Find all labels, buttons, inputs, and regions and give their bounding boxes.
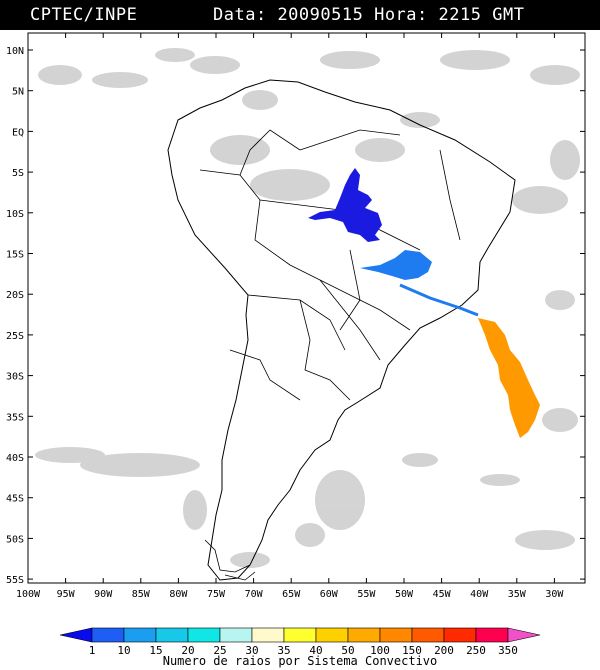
lat-label: 55S: [6, 575, 24, 586]
colorbar-swatch: [187, 627, 221, 643]
lat-label: 5N: [12, 87, 24, 98]
colorbar-swatch: [251, 627, 285, 643]
lat-label: 20S: [6, 290, 24, 301]
colorbar-value: 50: [341, 644, 354, 657]
datetime-label: Data: 20090515 Hora: 2215 GMT: [213, 5, 524, 25]
time-label: Hora:: [374, 5, 428, 25]
tierra-del-fuego: [204, 539, 256, 581]
lon-label: 30W: [545, 589, 564, 600]
colorbar-value: 30: [245, 644, 258, 657]
lat-label: 30S: [6, 372, 24, 383]
colorbar-swatch: [219, 627, 253, 643]
latitude-axis: 10N 5N EQ 5S 10S 15S 20S 25S 30S 35S 40S 45S 50S 55S: [6, 46, 585, 586]
timezone-label: GMT: [492, 5, 525, 25]
colorbar-value: 200: [434, 644, 454, 657]
colorbar-value: 20: [181, 644, 194, 657]
south-america-outline: [167, 79, 516, 581]
colorbar-swatch: [283, 627, 317, 643]
lon-label: 100W: [16, 589, 41, 600]
colorbar-caption: Numero de raios por Sistema Convectivo: [162, 654, 438, 668]
colorbar-swatch: [443, 627, 477, 643]
lat-label: 45S: [6, 494, 24, 505]
date-label: Data:: [213, 5, 267, 25]
colorbar-value: 15: [149, 644, 162, 657]
colorbar-swatch: [59, 627, 93, 643]
lightning-system-para: [308, 168, 382, 242]
cloud-cover: [35, 48, 580, 568]
lat-label: 40S: [6, 453, 24, 464]
lat-label: 50S: [6, 534, 24, 545]
colorbar-swatch: [123, 627, 157, 643]
lon-label: 60W: [320, 589, 339, 600]
colorbar-value: 25: [213, 644, 226, 657]
colorbar-value: 1: [89, 644, 96, 657]
colorbar-swatch: [411, 627, 445, 643]
colorbar-value: 40: [309, 644, 322, 657]
map-border: [27, 32, 586, 584]
country-borders: [199, 129, 461, 401]
institution-label: CPTEC/INPE: [30, 5, 138, 25]
colorbar: 1 10 15 20 25 30 35 40 50 100 150 200 250 350: [59, 627, 541, 657]
colorbar-swatch: [379, 627, 413, 643]
lon-label: 55W: [357, 589, 376, 600]
time-value: 2215: [438, 5, 482, 25]
lightning-system-south-atlantic: [478, 318, 540, 438]
lon-label: 65W: [282, 589, 301, 600]
colorbar-value: 250: [466, 644, 486, 657]
colorbar-value: 10: [117, 644, 130, 657]
lon-label: 90W: [94, 589, 113, 600]
lon-label: 95W: [57, 589, 76, 600]
colorbar-swatch: [475, 627, 509, 643]
colorbar-value: 350: [498, 644, 518, 657]
map-frame: [28, 33, 585, 583]
colorbar-swatch: [347, 627, 381, 643]
colorbar-value: 150: [402, 644, 422, 657]
lat-label: 35S: [6, 412, 24, 423]
lat-label: 25S: [6, 331, 24, 342]
lat-label: EQ: [12, 127, 24, 138]
lon-label: 85W: [132, 589, 151, 600]
longitude-axis: 100W 95W 90W 85W 80W 75W 70W 65W 60W 55W 50W 45W 40W…: [16, 33, 564, 600]
lightning-system-coast-line: [399, 283, 479, 317]
lat-label: 15S: [6, 250, 24, 261]
lightning-system-minas: [360, 250, 432, 280]
lon-label: 70W: [245, 589, 264, 600]
lon-label: 80W: [169, 589, 188, 600]
lat-label: 5S: [12, 168, 24, 179]
lon-label: 45W: [433, 589, 452, 600]
date-value: 20090515: [277, 5, 364, 25]
colorbar-swatch: [507, 627, 541, 643]
lon-label: 75W: [207, 589, 226, 600]
colorbar-swatch: [91, 627, 125, 643]
lat-label: 10N: [6, 46, 24, 57]
lon-label: 50W: [395, 589, 414, 600]
colorbar-value: 100: [370, 644, 390, 657]
colorbar-value: 35: [277, 644, 290, 657]
colorbar-swatch: [315, 627, 349, 643]
colorbar-swatch: [155, 627, 189, 643]
title-bar: CPTEC/INPE Data: 20090515 Hora: 2215 GMT: [0, 0, 600, 30]
lat-label: 10S: [6, 209, 24, 220]
lon-label: 40W: [470, 589, 489, 600]
lon-label: 35W: [508, 589, 527, 600]
